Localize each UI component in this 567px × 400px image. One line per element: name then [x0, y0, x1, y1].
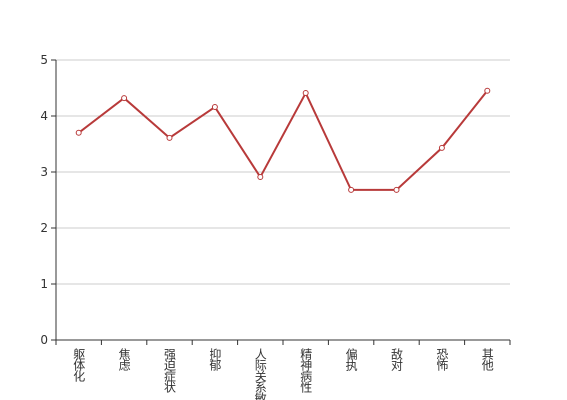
x-tick-label: 人际关系敏感	[253, 348, 267, 400]
x-tick-label: 敌对	[390, 347, 404, 371]
point	[121, 95, 128, 102]
line	[78, 90, 489, 191]
point	[348, 186, 355, 193]
x-tick-label: 焦虑	[117, 348, 131, 371]
x-tick-label: 强迫症状	[163, 348, 177, 393]
x-tick-label: 其他	[480, 348, 494, 371]
point	[484, 87, 491, 94]
x-tick-label: 恐怖	[435, 348, 449, 371]
point	[393, 186, 400, 193]
point	[75, 129, 82, 136]
y-tick-label: 4	[40, 109, 48, 123]
point	[166, 134, 173, 141]
x-tick-label: 精神病性	[299, 348, 313, 394]
y-tick-label: 3	[40, 165, 48, 179]
x-tick-label: 抑郁	[208, 347, 222, 372]
point	[302, 90, 309, 97]
y-tick-label: 1	[40, 277, 48, 291]
y-tick-label: 2	[40, 221, 48, 235]
y-tick-label: 5	[40, 53, 48, 67]
x-tick-label: 躯体化	[72, 347, 86, 383]
point	[211, 104, 218, 111]
point	[438, 144, 445, 151]
x-tick-label: 偏执	[344, 347, 358, 372]
point	[257, 174, 264, 181]
y-tick-label: 0	[40, 333, 48, 347]
